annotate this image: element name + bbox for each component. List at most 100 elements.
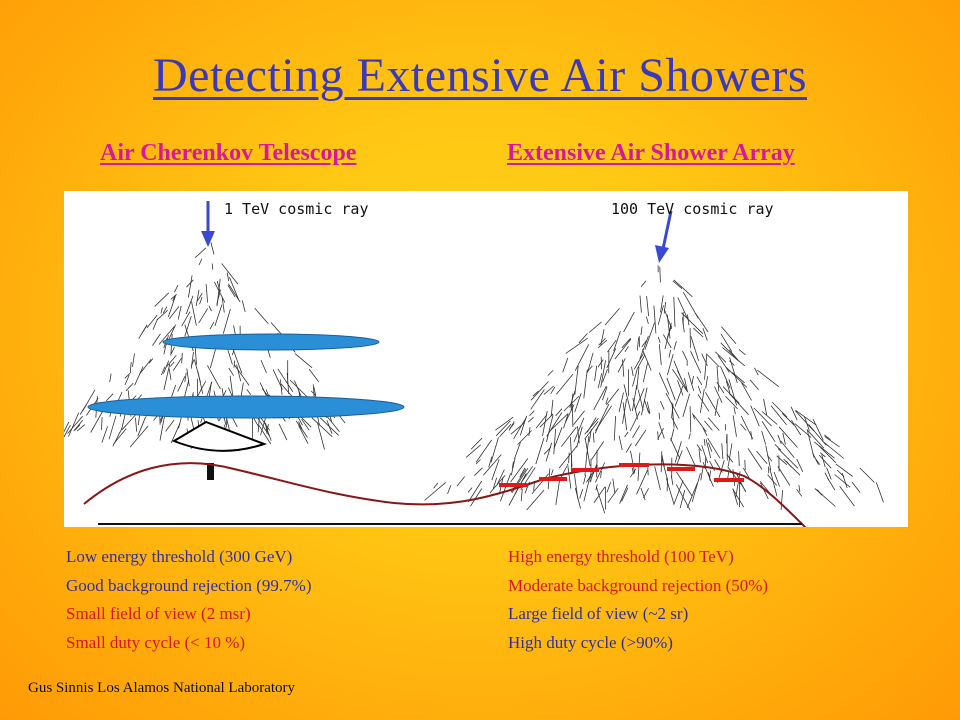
- shower-particle-track: [468, 480, 483, 503]
- shower-particle-track: [207, 365, 221, 390]
- shower-particle-track: [633, 353, 644, 370]
- shower-particle-track: [702, 427, 708, 437]
- shower-particle-track: [532, 390, 539, 397]
- detector: [619, 463, 649, 467]
- shower-particle-track: [757, 369, 780, 388]
- shower-particle-track: [729, 360, 735, 366]
- shower-particle-track: [597, 359, 604, 368]
- shower-particle-track: [657, 427, 664, 440]
- shower-particle-track: [673, 279, 693, 298]
- shower-particle-track: [236, 364, 242, 382]
- shower-particle-track: [583, 474, 591, 502]
- shower-particle-track: [760, 482, 769, 500]
- shower-particle-track: [298, 425, 309, 444]
- shower-particle-track: [605, 397, 609, 405]
- shower-particle-track: [632, 384, 638, 411]
- shower-particle-track: [208, 305, 212, 312]
- shower-particle-track: [632, 425, 641, 439]
- shower-particle-track: [232, 349, 243, 374]
- shower-particle-track: [697, 394, 710, 412]
- shower-particle-track: [720, 342, 739, 361]
- shower-particle-track: [725, 395, 738, 410]
- shower-particle-track: [835, 463, 853, 477]
- shower-particle-track: [660, 451, 663, 473]
- shower-particle-track: [221, 263, 239, 285]
- shower-particle-track: [535, 437, 545, 465]
- shower-particle-track: [510, 422, 525, 435]
- shower-particle-track: [158, 326, 175, 345]
- detector: [667, 467, 695, 471]
- shower-particle-track: [152, 318, 159, 330]
- label-100tev: 100 TeV cosmic ray: [611, 200, 774, 218]
- shower-particle-track: [658, 372, 670, 395]
- shower-particle-track: [578, 333, 588, 344]
- shower-particle-track: [513, 416, 527, 440]
- shower-particle-track: [166, 355, 177, 367]
- shower-particle-track: [670, 428, 675, 442]
- shower-particle-track: [196, 293, 203, 302]
- shower-particle-track: [152, 333, 161, 346]
- shower-particle-track: [553, 427, 563, 449]
- shower-particle-track: [740, 415, 754, 439]
- shower-particle-track: [704, 354, 708, 380]
- shower-particle-track: [674, 441, 682, 463]
- shower-particle-track: [817, 489, 822, 496]
- shower-particle-track: [677, 380, 684, 396]
- shower-particle-track: [205, 283, 208, 303]
- shower-particle-track: [657, 431, 659, 441]
- shower-particle-track: [579, 488, 584, 499]
- shower-particle-track: [769, 468, 778, 497]
- detector-array: [499, 463, 744, 487]
- shower-particle-track: [682, 292, 699, 319]
- shower-particle-track: [571, 403, 574, 428]
- shower-particle-track: [696, 376, 703, 386]
- shower-particle-track: [214, 304, 223, 327]
- shower-particle-track: [820, 452, 826, 458]
- shower-particle-track: [677, 297, 689, 320]
- shower-particle-track: [211, 263, 214, 270]
- shower-particle-track: [763, 398, 768, 416]
- shower-particle-track: [74, 424, 81, 431]
- shower-particle-track: [642, 362, 648, 383]
- shower-particle-track: [228, 367, 235, 376]
- shower-particle-track: [621, 487, 629, 502]
- shower-particle-track: [313, 387, 317, 398]
- shower-particle-track: [634, 429, 647, 447]
- shower-particle-track: [622, 359, 625, 377]
- shower-particle-track: [265, 423, 268, 433]
- shower-particle-track: [625, 443, 632, 453]
- shower-particle-track: [555, 478, 561, 505]
- shower-particle-track: [715, 351, 727, 363]
- shower-particle-track: [761, 430, 767, 445]
- list-item: Good background rejection (99.7%): [66, 575, 312, 595]
- shower-particle-track: [658, 344, 662, 366]
- shower-particle-track: [796, 458, 804, 473]
- shower-particle-track: [689, 406, 692, 433]
- shower-particle-track: [183, 379, 190, 399]
- shower-particle-track: [535, 414, 548, 429]
- ground-profile: [83, 462, 807, 527]
- shower-particle-track: [682, 393, 690, 418]
- shower-particle-track: [278, 423, 288, 441]
- shower-particle-track: [657, 336, 661, 343]
- shower-particle-track: [289, 379, 309, 399]
- shower-particle-track: [780, 440, 795, 459]
- shower-particle-track: [568, 452, 570, 464]
- shower-particle-track: [520, 465, 534, 483]
- shower-particle-track: [241, 300, 246, 313]
- shower-particle-track: [546, 412, 563, 437]
- shower-particle-track: [607, 487, 619, 504]
- shower-particle-track: [738, 349, 746, 356]
- shower-particle-track: [639, 335, 649, 360]
- shower-particle-track: [677, 370, 688, 390]
- air-cherenkov-heading: Air Cherenkov Telescope: [100, 140, 357, 166]
- shower-particle-track: [456, 476, 466, 487]
- shower-particle-track: [765, 445, 772, 471]
- shower-particle-track: [191, 301, 197, 326]
- shower-particle-track: [618, 392, 624, 412]
- shower-particle-track: [597, 339, 608, 349]
- shower-particle-track: [602, 386, 608, 401]
- shower-particle-track: [641, 340, 647, 348]
- shower-particle-track: [594, 365, 598, 382]
- shower-particle-track: [168, 324, 176, 340]
